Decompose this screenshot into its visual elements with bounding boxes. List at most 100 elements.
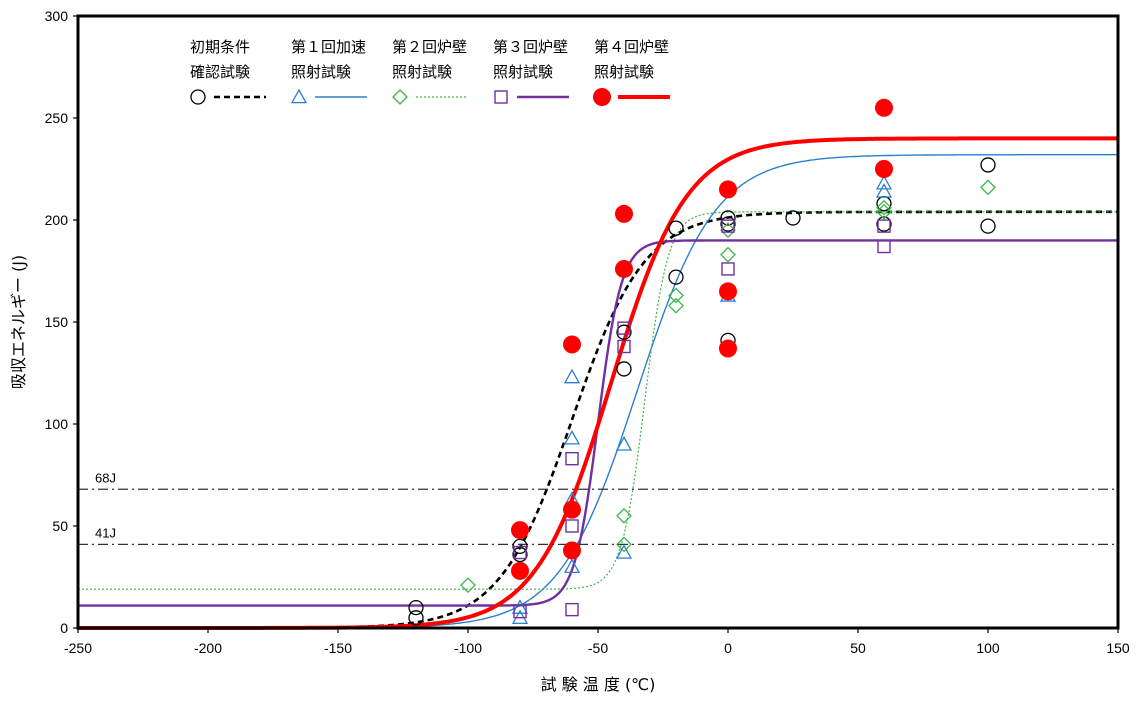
legend-marker — [593, 88, 611, 106]
x-tick-label: 100 — [976, 640, 1000, 656]
reference-label-41j: 41J — [95, 525, 116, 540]
data-point-s2 — [511, 599, 529, 614]
data-point-s2 — [563, 429, 581, 445]
y-tick-label: 50 — [52, 518, 68, 534]
data-point-s4 — [721, 219, 735, 233]
data-point-s4 — [617, 321, 631, 335]
legend-marker — [392, 89, 408, 105]
data-point-s5 — [563, 335, 581, 354]
x-axis-label: 試 験 温 度 (℃) — [541, 675, 656, 694]
reference-lines: 68J 41J — [78, 470, 1118, 545]
data-point-s1 — [668, 269, 684, 285]
data-point-s4 — [721, 262, 735, 276]
legend-label-line2: 照射試験 — [392, 63, 452, 81]
data-point-s3 — [668, 287, 684, 304]
data-point-s3 — [720, 222, 736, 239]
data-point-s1 — [668, 220, 684, 236]
data-point-s2 — [875, 183, 893, 198]
data-point-s4 — [565, 519, 579, 533]
data-point-s5 — [511, 521, 529, 540]
data-point-s3 — [876, 199, 892, 216]
data-point-s1 — [980, 218, 996, 234]
data-point-s5 — [563, 541, 581, 560]
fit-curve-2 — [78, 154, 1118, 629]
data-point-s5 — [511, 561, 529, 580]
data-point-s1 — [512, 538, 528, 555]
data-point-s4 — [877, 239, 891, 254]
data-point-s5 — [875, 160, 893, 178]
x-tick-label: -100 — [454, 640, 482, 656]
data-point-s1 — [512, 546, 528, 563]
data-point-s4 — [513, 545, 527, 560]
data-point-s3 — [876, 203, 892, 220]
data-point-s5 — [615, 259, 633, 278]
data-point-s2 — [615, 436, 633, 451]
x-tick-label: 0 — [724, 640, 732, 656]
y-tick-label: 250 — [45, 110, 69, 126]
data-point-s3 — [980, 179, 996, 196]
legend-label-line2: 照射試験 — [594, 63, 654, 81]
legend-marker — [290, 88, 308, 104]
data-point-s2 — [615, 544, 633, 559]
data-point-s5 — [615, 204, 633, 223]
data-point-s4 — [617, 339, 631, 354]
x-tick-label: 150 — [1106, 640, 1130, 656]
legend-label-line2: 確認試験 — [190, 63, 250, 81]
axis-ticks: -250 -200 -150 -100 -50 0 50 100 150 0 50 100 150 200… — [45, 8, 1130, 656]
legend-marker — [494, 90, 508, 104]
fit-curves — [78, 136, 1118, 630]
y-tick-label: 200 — [45, 212, 69, 228]
data-point-s4 — [877, 219, 891, 233]
data-point-s5 — [719, 180, 737, 199]
data-point-s3 — [460, 577, 476, 594]
y-tick-label: 100 — [45, 416, 69, 432]
data-point-s5 — [719, 282, 737, 301]
legend-label-line1: 第４回炉壁 — [594, 38, 669, 56]
y-tick-label: 0 — [60, 620, 68, 636]
data-point-s4 — [565, 451, 579, 466]
data-point-s2 — [875, 174, 893, 190]
fit-curve-3 — [78, 211, 1118, 590]
legend-label-line1: 第３回炉壁 — [493, 38, 568, 56]
data-point-s4 — [513, 604, 527, 619]
data-point-s2 — [563, 558, 581, 574]
x-tick-label: -50 — [588, 640, 608, 656]
data-point-s1 — [616, 361, 632, 377]
data-points — [408, 98, 996, 626]
data-point-s1 — [720, 210, 736, 226]
data-point-s3 — [668, 297, 684, 314]
data-point-s1 — [616, 324, 632, 340]
plot-frame — [76, 14, 1120, 630]
data-point-s3 — [616, 507, 632, 524]
data-point-s3 — [720, 246, 736, 263]
data-point-s1 — [980, 157, 996, 173]
legend-label-line1: 初期条件 — [190, 38, 250, 56]
legend-label-line2: 照射試験 — [493, 63, 553, 81]
legend-label-line1: 第２回炉壁 — [392, 38, 467, 56]
data-point-s2 — [563, 368, 581, 384]
y-tick-label: 150 — [45, 314, 69, 330]
data-point-s1 — [720, 216, 736, 232]
data-point-s4 — [565, 602, 579, 617]
data-point-s1 — [408, 610, 424, 626]
data-point-s1 — [785, 210, 801, 226]
y-tick-label: 300 — [45, 8, 69, 24]
x-tick-label: -250 — [64, 640, 92, 656]
data-point-s3 — [616, 536, 632, 553]
y-axis-label: 吸収エネルギー (J) — [9, 255, 28, 389]
data-point-s1 — [408, 599, 424, 616]
x-tick-label: -200 — [194, 640, 222, 656]
x-tick-label: -150 — [324, 640, 352, 656]
legend-label-line1: 第１回加速 — [291, 38, 366, 56]
reference-label-68j: 68J — [95, 470, 116, 485]
data-point-s5 — [875, 98, 893, 117]
data-point-s1 — [876, 196, 892, 212]
data-point-s5 — [563, 500, 581, 519]
data-point-s1 — [876, 216, 892, 232]
data-point-s5 — [719, 339, 737, 358]
legend-marker — [190, 89, 206, 105]
legend-label-line2: 照射試験 — [291, 63, 351, 81]
x-tick-label: 50 — [850, 640, 866, 656]
